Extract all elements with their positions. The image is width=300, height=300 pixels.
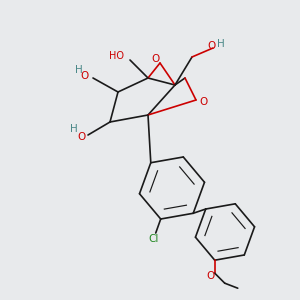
Text: O: O (81, 71, 89, 81)
Text: O: O (152, 54, 160, 64)
Text: O: O (78, 132, 86, 142)
Text: H: H (75, 65, 83, 75)
Text: HO: HO (109, 51, 124, 61)
Text: O: O (199, 97, 207, 107)
Text: O: O (208, 41, 216, 51)
Text: Cl: Cl (148, 234, 159, 244)
Text: H: H (217, 39, 225, 49)
Text: O: O (207, 271, 215, 281)
Text: H: H (70, 124, 78, 134)
